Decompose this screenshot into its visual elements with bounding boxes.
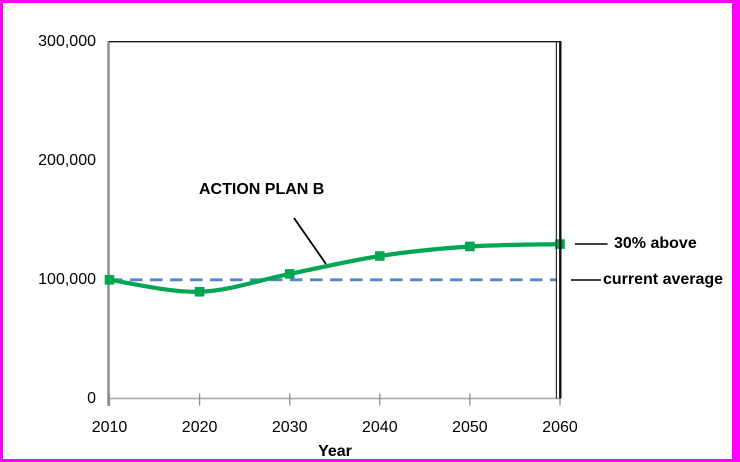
data-point-marker bbox=[465, 241, 475, 252]
x-tick-label: 2010 bbox=[91, 419, 128, 436]
y-tick-label: 0 bbox=[87, 390, 96, 407]
action-plan-b-pointer-line bbox=[293, 217, 327, 265]
action-plan-b-line bbox=[107, 242, 563, 294]
x-tick-label: 2050 bbox=[452, 419, 488, 436]
x-tick-label: 2020 bbox=[181, 419, 218, 436]
x-axis-title: Year bbox=[318, 443, 352, 460]
x-tick-label: 2030 bbox=[271, 419, 308, 436]
annotation-30-percent-above: 30% above bbox=[614, 235, 697, 252]
data-point-marker bbox=[284, 269, 295, 279]
y-tick-label: 100,000 bbox=[38, 270, 96, 288]
series-label-action-plan-b: ACTION PLAN B bbox=[199, 181, 325, 198]
x-tick-label: 2060 bbox=[542, 419, 578, 436]
data-point-marker bbox=[194, 286, 205, 297]
data-point-marker bbox=[375, 251, 385, 261]
annotation-current-average: current average bbox=[603, 271, 724, 288]
y-tick-label: 300,000 bbox=[38, 32, 96, 50]
chart-canvas bbox=[104, 41, 608, 406]
x-tick-label: 2040 bbox=[362, 419, 398, 436]
y-tick-label: 200,000 bbox=[38, 151, 96, 169]
data-point-marker bbox=[104, 275, 115, 285]
